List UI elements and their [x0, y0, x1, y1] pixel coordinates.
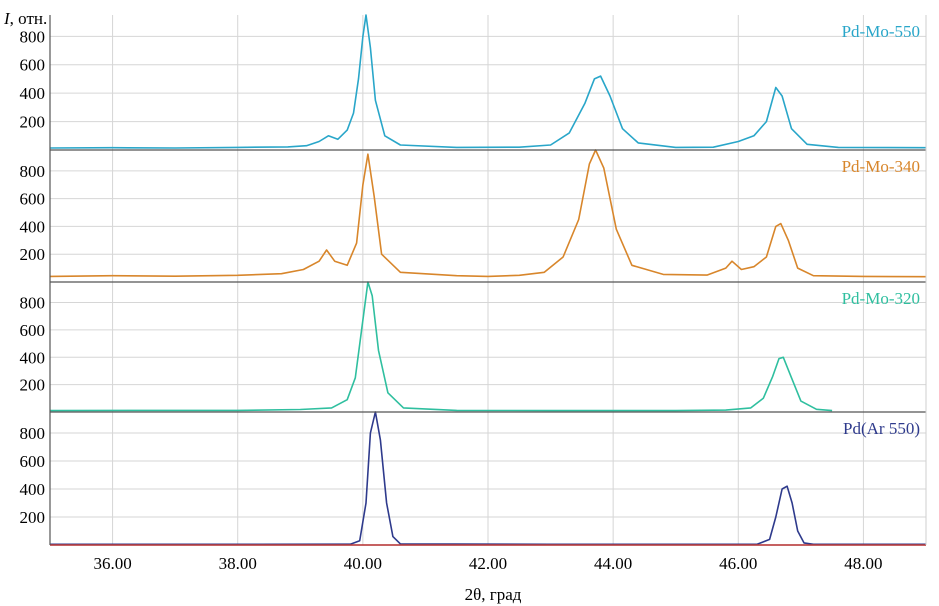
y-axis-label-unit: , отн. — [10, 9, 48, 28]
axes: 36.00 38.00 40.00 42.00 44.00 46.00 48.00 200 40… — [20, 15, 927, 573]
y-tick-label: 200 — [20, 376, 46, 395]
x-tick-label: 46.00 — [719, 554, 757, 573]
x-tick-label: 40.00 — [344, 554, 382, 573]
x-tick-label: 48.00 — [844, 554, 882, 573]
series-line-pd-mo-340 — [49, 149, 927, 278]
y-tick-label: 200 — [20, 245, 46, 264]
y-tick-label: 800 — [20, 294, 46, 313]
x-tick-label: 38.00 — [219, 554, 257, 573]
x-tick-label: 36.00 — [93, 554, 131, 573]
y-tick-label: 400 — [20, 84, 46, 103]
y-axis-label-symbol: I — [3, 9, 11, 28]
x-axis-label: 2θ, град — [465, 585, 522, 604]
series-label: Pd-Mo-550 — [842, 22, 920, 41]
y-tick-label: 200 — [20, 508, 46, 527]
x-tick-label: 44.00 — [594, 554, 632, 573]
y-tick-label: 800 — [20, 424, 46, 443]
series-label: Pd-Mo-320 — [842, 289, 920, 308]
y-tick-label: 600 — [20, 321, 46, 340]
y-tick-label: 400 — [20, 348, 46, 367]
grid-lines — [50, 15, 926, 545]
series-label: Pd-Mo-340 — [842, 157, 920, 176]
y-tick-label: 800 — [20, 162, 46, 181]
y-tick-label: 600 — [20, 190, 46, 209]
y-tick-label: 400 — [20, 480, 46, 499]
series-line-pd-mo-320 — [49, 281, 833, 412]
series-line-pd-mo-550 — [49, 14, 927, 149]
y-tick-label: 600 — [20, 56, 46, 75]
y-tick-label: 800 — [20, 27, 46, 46]
y-axis-label: I, отн. — [3, 9, 47, 28]
series-label: Pd(Ar 550) — [843, 419, 920, 438]
y-tick-label: 200 — [20, 113, 46, 132]
x-tick-label: 42.00 — [469, 554, 507, 573]
series-lines — [49, 14, 927, 546]
y-tick-label: 600 — [20, 452, 46, 471]
y-tick-label: 400 — [20, 217, 46, 236]
series-line-pd-ar-550- — [50, 411, 926, 546]
